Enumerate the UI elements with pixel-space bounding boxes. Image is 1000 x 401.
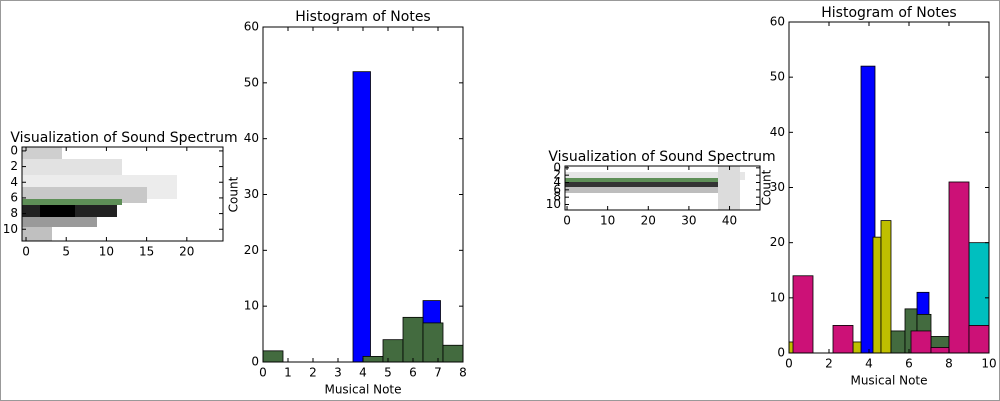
chart-title: Histogram of Notes [821, 5, 956, 21]
y-tick-label: 8 [553, 190, 561, 204]
y-tick-label: 0 [251, 355, 259, 369]
x-tick-label: 0 [563, 214, 571, 228]
bar [262, 350, 284, 363]
x-axis-label: Musical Note [324, 383, 401, 397]
bar [930, 347, 950, 354]
x-tick-label: 10 [981, 357, 996, 371]
x-tick-label: 20 [641, 214, 656, 228]
bar [832, 325, 854, 354]
bar [948, 181, 970, 354]
x-tick-label: 8 [945, 357, 953, 371]
bar [910, 330, 932, 354]
x-tick-label: 0 [785, 357, 793, 371]
x-tick-label: 4 [865, 357, 873, 371]
bar [442, 344, 464, 363]
y-tick-label: 10 [770, 290, 785, 304]
y-tick-label: 30 [770, 180, 785, 194]
x-tick-label: 6 [409, 366, 417, 380]
x-tick-label: 2 [825, 357, 833, 371]
x-tick-label: 8 [459, 366, 467, 380]
y-tick-label: 10 [3, 222, 18, 236]
spectrum-image [565, 166, 760, 210]
axes-frame [564, 165, 761, 211]
y-tick-label: 6 [553, 182, 561, 196]
bar [382, 339, 404, 363]
y-tick-label: 4 [10, 175, 18, 189]
x-tick-label: 2 [309, 366, 317, 380]
x-tick-label: 7 [434, 366, 442, 380]
x-tick-label: 0 [22, 245, 30, 259]
y-tick-label: 6 [10, 190, 18, 204]
y-tick-label: 20 [770, 235, 785, 249]
y-tick-label: 0 [10, 143, 18, 157]
axes-frame [21, 146, 224, 242]
bar [352, 71, 371, 363]
chart-title: Histogram of Notes [295, 9, 430, 25]
bar [852, 341, 862, 354]
bar [402, 316, 424, 363]
bar [422, 322, 444, 363]
image-cell [565, 172, 745, 180]
x-tick-label: 40 [722, 214, 737, 228]
y-tick-label: 50 [244, 75, 259, 89]
y-tick-label: 50 [770, 70, 785, 84]
bar [890, 330, 906, 354]
y-tick-label: 8 [10, 206, 18, 220]
x-tick-label: 5 [384, 366, 392, 380]
y-axis-label: Count [227, 176, 241, 212]
x-tick-label: 20 [179, 245, 194, 259]
image-cell [22, 147, 62, 159]
image-cell [565, 187, 725, 193]
x-tick-label: 4 [359, 366, 367, 380]
image-cell [40, 205, 75, 217]
bar [792, 275, 814, 354]
bar [880, 220, 892, 354]
image-cell [22, 199, 122, 205]
y-tick-label: 20 [244, 243, 259, 257]
image-cell [718, 166, 740, 210]
x-axis-label: Musical Note [850, 374, 927, 388]
image-cell [22, 227, 52, 241]
chart-title: Visualization of Sound Spectrum [10, 130, 237, 146]
y-tick-label: 0 [553, 160, 561, 174]
bar [968, 325, 990, 354]
y-tick-label: 4 [553, 175, 561, 189]
bar [362, 356, 384, 363]
x-tick-label: 10 [600, 214, 615, 228]
bar [872, 236, 882, 354]
y-tick-label: 10 [244, 299, 259, 313]
y-tick-label: 0 [777, 346, 785, 360]
x-tick-label: 0 [259, 366, 267, 380]
x-tick-label: 30 [681, 214, 696, 228]
y-tick-label: 40 [244, 131, 259, 145]
chart-title: Visualization of Sound Spectrum [548, 149, 775, 165]
x-tick-label: 10 [99, 245, 114, 259]
x-tick-label: 6 [905, 357, 913, 371]
y-tick-label: 2 [10, 159, 18, 173]
y-tick-label: 60 [770, 15, 785, 29]
x-tick-label: 15 [139, 245, 154, 259]
x-tick-label: 5 [62, 245, 70, 259]
spectrum-image [22, 147, 223, 241]
y-tick-label: 10 [546, 197, 561, 211]
y-axis-label: Count [760, 169, 774, 205]
x-tick-label: 1 [284, 366, 292, 380]
y-tick-label: 30 [244, 187, 259, 201]
y-tick-label: 60 [244, 20, 259, 34]
image-cell [565, 182, 720, 187]
x-tick-label: 3 [334, 366, 342, 380]
y-tick-label: 2 [553, 168, 561, 182]
image-cell [565, 178, 720, 182]
y-tick-label: 40 [770, 125, 785, 139]
image-cell [22, 217, 97, 227]
